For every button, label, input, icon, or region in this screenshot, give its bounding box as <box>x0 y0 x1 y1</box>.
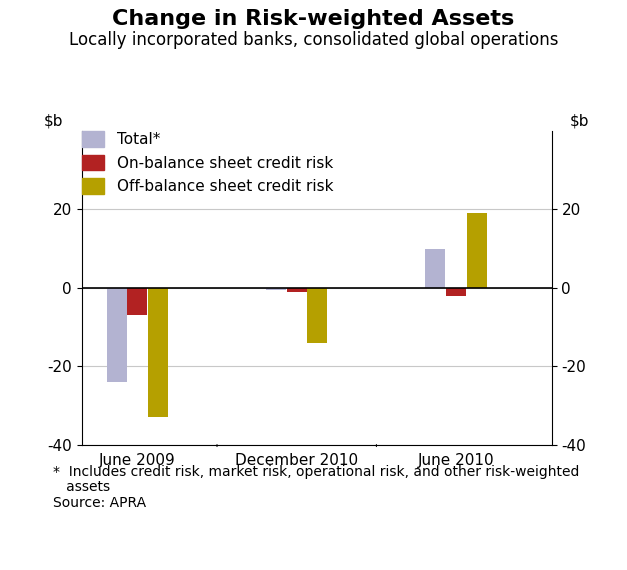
Text: *  Includes credit risk, market risk, operational risk, and other risk-weighted: * Includes credit risk, market risk, ope… <box>53 465 580 479</box>
Legend: Total*, On-balance sheet credit risk, Off-balance sheet credit risk: Total*, On-balance sheet credit risk, Of… <box>82 131 333 194</box>
Text: Locally incorporated banks, consolidated global operations: Locally incorporated banks, consolidated… <box>69 31 558 50</box>
Bar <box>467 213 487 288</box>
Bar <box>148 288 168 417</box>
Bar <box>287 288 307 292</box>
Text: $b: $b <box>570 113 590 128</box>
Bar <box>446 288 466 296</box>
Text: assets: assets <box>53 480 110 494</box>
Bar <box>127 288 147 315</box>
Bar <box>107 288 127 382</box>
Bar <box>307 288 327 343</box>
Bar <box>266 288 286 290</box>
Text: Change in Risk-weighted Assets: Change in Risk-weighted Assets <box>112 9 515 28</box>
Bar <box>426 249 445 288</box>
Text: $b: $b <box>43 113 63 128</box>
Text: Source: APRA: Source: APRA <box>53 496 147 510</box>
